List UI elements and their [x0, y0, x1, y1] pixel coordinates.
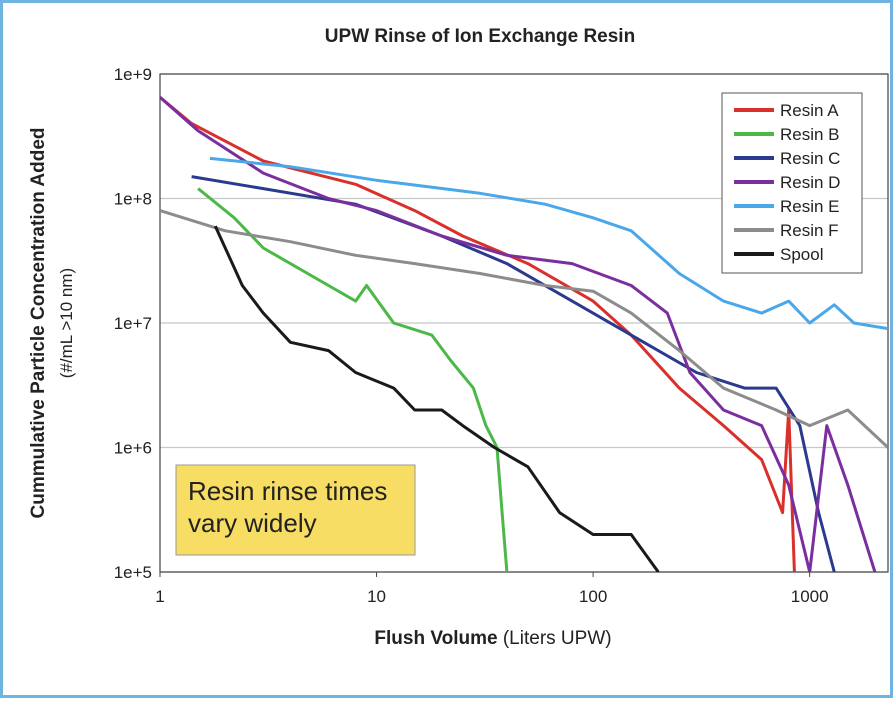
legend-label: Spool [780, 245, 823, 264]
series-line [209, 156, 888, 331]
y-tick-label: 1e+6 [114, 439, 152, 458]
plot-frame [159, 73, 889, 573]
legend-label: Resin F [780, 221, 839, 240]
legend-label: Resin E [780, 197, 840, 216]
x-tick-label: 1000 [791, 587, 829, 606]
y-axis-label: Cummulative Particle Concentration Added [28, 128, 49, 519]
x-tick-label: 1 [155, 587, 164, 606]
x-label-main: Flush Volume [374, 628, 497, 649]
series-line [160, 209, 888, 449]
y-tick-label: 1e+8 [114, 190, 152, 209]
legend-label: Resin D [780, 173, 840, 192]
y-axis-unit: (#/mL >10 nm) [57, 268, 76, 378]
x-axis-label: Flush Volume (Liters UPW) [374, 628, 611, 649]
legend-label: Resin C [780, 149, 840, 168]
series-line [213, 225, 660, 572]
legend-label: Resin B [780, 125, 840, 144]
x-label-unit: (Liters UPW) [503, 628, 612, 649]
chart-title: UPW Rinse of Ion Exchange Resin [325, 26, 635, 47]
legend-label: Resin A [780, 101, 839, 120]
annotation-text: Resin rinse times [188, 476, 387, 506]
annotation-box [175, 464, 416, 556]
y-tick-label: 1e+5 [114, 563, 152, 582]
annotation-text: vary widely [188, 508, 317, 538]
series-line [197, 187, 509, 572]
y-tick-label: 1e+7 [114, 314, 152, 333]
series-line [160, 96, 877, 572]
x-tick-label: 100 [579, 587, 607, 606]
x-tick-label: 10 [367, 587, 386, 606]
y-tick-label: 1e+9 [114, 65, 152, 84]
